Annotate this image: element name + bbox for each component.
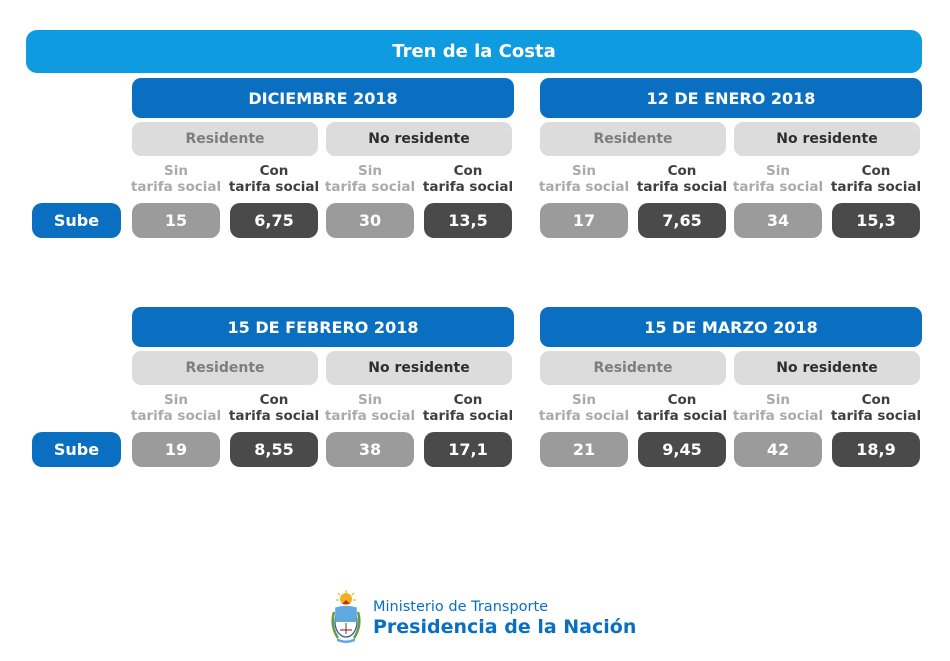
sin-label-line1: Sin bbox=[766, 163, 790, 179]
con-label-line2: tarifa social bbox=[636, 408, 728, 424]
group-resident: Residente bbox=[540, 351, 726, 385]
group-non-resident: No residente bbox=[326, 122, 512, 156]
fare-value: 17,1 bbox=[424, 432, 512, 467]
con-label-line2: tarifa social bbox=[830, 408, 922, 424]
fare-value: 17 bbox=[540, 203, 628, 238]
sube-label: Sube bbox=[32, 203, 121, 238]
con-label-line1: Con bbox=[453, 163, 483, 179]
period-header: 15 DE MARZO 2018 bbox=[540, 307, 922, 347]
sin-label-line1: Sin bbox=[766, 392, 790, 408]
fare-value: 34 bbox=[734, 203, 822, 238]
ministry-footer: Ministerio de Transporte Presidencia de … bbox=[329, 590, 636, 644]
fare-value: 18,9 bbox=[832, 432, 920, 467]
fare-value: 42 bbox=[734, 432, 822, 467]
coat-of-arms-icon bbox=[331, 590, 361, 643]
fare-value: 8,55 bbox=[230, 432, 318, 467]
sin-label-line1: Sin bbox=[358, 392, 382, 408]
sin-label-line1: Sin bbox=[572, 392, 596, 408]
con-label-line2: tarifa social bbox=[228, 179, 320, 195]
con-label-line1: Con bbox=[259, 163, 289, 179]
sin-label-line2: tarifa social bbox=[732, 408, 824, 424]
con-label-line1: Con bbox=[259, 392, 289, 408]
group-non-resident: No residente bbox=[734, 351, 920, 385]
period-header: 12 DE ENERO 2018 bbox=[540, 78, 922, 118]
con-label-line1: Con bbox=[861, 163, 891, 179]
page-title: Tren de la Costa bbox=[26, 30, 922, 73]
con-label-line1: Con bbox=[453, 392, 483, 408]
fare-value: 19 bbox=[132, 432, 220, 467]
con-label-line1: Con bbox=[667, 163, 697, 179]
sin-label-line1: Sin bbox=[572, 163, 596, 179]
period-header: 15 DE FEBRERO 2018 bbox=[132, 307, 514, 347]
sin-label-line2: tarifa social bbox=[324, 408, 416, 424]
sin-label-line2: tarifa social bbox=[538, 408, 630, 424]
sin-label-line2: tarifa social bbox=[538, 179, 630, 195]
group-non-resident: No residente bbox=[734, 122, 920, 156]
group-resident: Residente bbox=[132, 122, 318, 156]
group-resident: Residente bbox=[540, 122, 726, 156]
fare-value: 21 bbox=[540, 432, 628, 467]
sin-label-line1: Sin bbox=[358, 163, 382, 179]
fare-value: 15 bbox=[132, 203, 220, 238]
fare-value: 15,3 bbox=[832, 203, 920, 238]
sin-label-line1: Sin bbox=[164, 163, 188, 179]
fare-value: 9,45 bbox=[638, 432, 726, 467]
fare-value: 38 bbox=[326, 432, 414, 467]
con-label-line2: tarifa social bbox=[636, 179, 728, 195]
presidency-name: Presidencia de la Nación bbox=[373, 616, 637, 638]
fare-value: 13,5 bbox=[424, 203, 512, 238]
con-label-line2: tarifa social bbox=[830, 179, 922, 195]
con-label-line1: Con bbox=[667, 392, 697, 408]
con-label-line2: tarifa social bbox=[422, 408, 514, 424]
con-label-line2: tarifa social bbox=[228, 408, 320, 424]
sin-label-line2: tarifa social bbox=[130, 179, 222, 195]
sin-label-line2: tarifa social bbox=[324, 179, 416, 195]
fare-value: 7,65 bbox=[638, 203, 726, 238]
con-label-line1: Con bbox=[861, 392, 891, 408]
fare-value: 6,75 bbox=[230, 203, 318, 238]
sin-label-line1: Sin bbox=[164, 392, 188, 408]
fare-value: 30 bbox=[326, 203, 414, 238]
period-header: DICIEMBRE 2018 bbox=[132, 78, 514, 118]
group-non-resident: No residente bbox=[326, 351, 512, 385]
ministry-name: Ministerio de Transporte bbox=[373, 599, 549, 615]
sin-label-line2: tarifa social bbox=[130, 408, 222, 424]
sube-label: Sube bbox=[32, 432, 121, 467]
group-resident: Residente bbox=[132, 351, 318, 385]
sin-label-line2: tarifa social bbox=[732, 179, 824, 195]
con-label-line2: tarifa social bbox=[422, 179, 514, 195]
